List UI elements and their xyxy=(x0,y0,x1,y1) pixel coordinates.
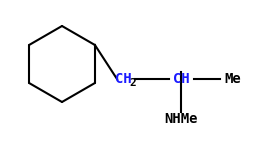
Text: CH: CH xyxy=(115,72,131,86)
Text: CH: CH xyxy=(173,72,189,86)
Text: NHMe: NHMe xyxy=(164,112,198,126)
Text: 2: 2 xyxy=(130,78,136,88)
Text: Me: Me xyxy=(225,72,241,86)
